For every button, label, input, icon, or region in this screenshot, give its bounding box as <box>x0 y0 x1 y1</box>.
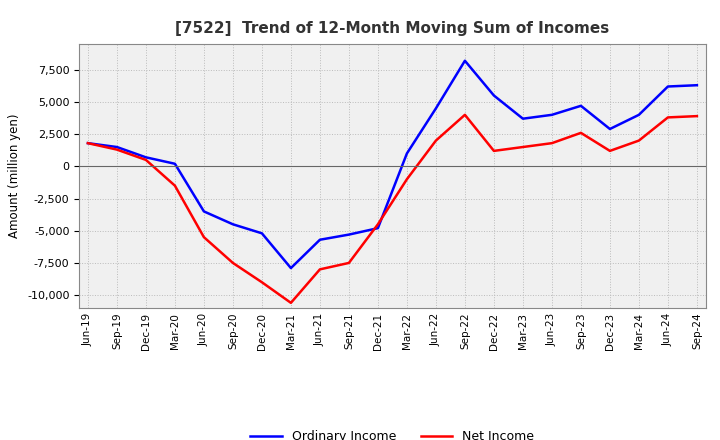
Ordinary Income <box>431 106 440 111</box>
Net Income <box>606 148 614 154</box>
Net Income <box>258 279 266 285</box>
Ordinary Income <box>374 226 382 231</box>
Legend: Ordinary Income, Net Income: Ordinary Income, Net Income <box>246 425 539 440</box>
Net Income <box>548 140 557 146</box>
Net Income <box>490 148 498 154</box>
Net Income <box>84 140 92 146</box>
Net Income <box>518 144 527 150</box>
Ordinary Income <box>518 116 527 121</box>
Ordinary Income <box>228 222 237 227</box>
Line: Net Income: Net Income <box>88 115 697 303</box>
Ordinary Income <box>490 93 498 98</box>
Net Income <box>142 157 150 162</box>
Ordinary Income <box>199 209 208 214</box>
Ordinary Income <box>258 231 266 236</box>
Net Income <box>199 235 208 240</box>
Net Income <box>461 112 469 117</box>
Net Income <box>577 130 585 136</box>
Ordinary Income <box>548 112 557 117</box>
Net Income <box>402 176 411 182</box>
Ordinary Income <box>461 58 469 63</box>
Ordinary Income <box>606 126 614 132</box>
Title: [7522]  Trend of 12-Month Moving Sum of Incomes: [7522] Trend of 12-Month Moving Sum of I… <box>175 21 610 36</box>
Ordinary Income <box>171 161 179 166</box>
Ordinary Income <box>693 83 701 88</box>
Ordinary Income <box>345 232 354 237</box>
Net Income <box>228 260 237 266</box>
Net Income <box>693 114 701 119</box>
Y-axis label: Amount (million yen): Amount (million yen) <box>9 114 22 238</box>
Line: Ordinary Income: Ordinary Income <box>88 61 697 268</box>
Ordinary Income <box>315 237 324 242</box>
Net Income <box>112 147 121 152</box>
Ordinary Income <box>402 151 411 156</box>
Ordinary Income <box>112 144 121 150</box>
Ordinary Income <box>142 155 150 160</box>
Ordinary Income <box>577 103 585 108</box>
Net Income <box>171 183 179 188</box>
Net Income <box>634 138 643 143</box>
Ordinary Income <box>287 265 295 271</box>
Net Income <box>664 115 672 120</box>
Net Income <box>315 267 324 272</box>
Net Income <box>374 222 382 227</box>
Ordinary Income <box>664 84 672 89</box>
Ordinary Income <box>84 140 92 146</box>
Net Income <box>287 300 295 305</box>
Ordinary Income <box>634 112 643 117</box>
Net Income <box>431 138 440 143</box>
Net Income <box>345 260 354 266</box>
